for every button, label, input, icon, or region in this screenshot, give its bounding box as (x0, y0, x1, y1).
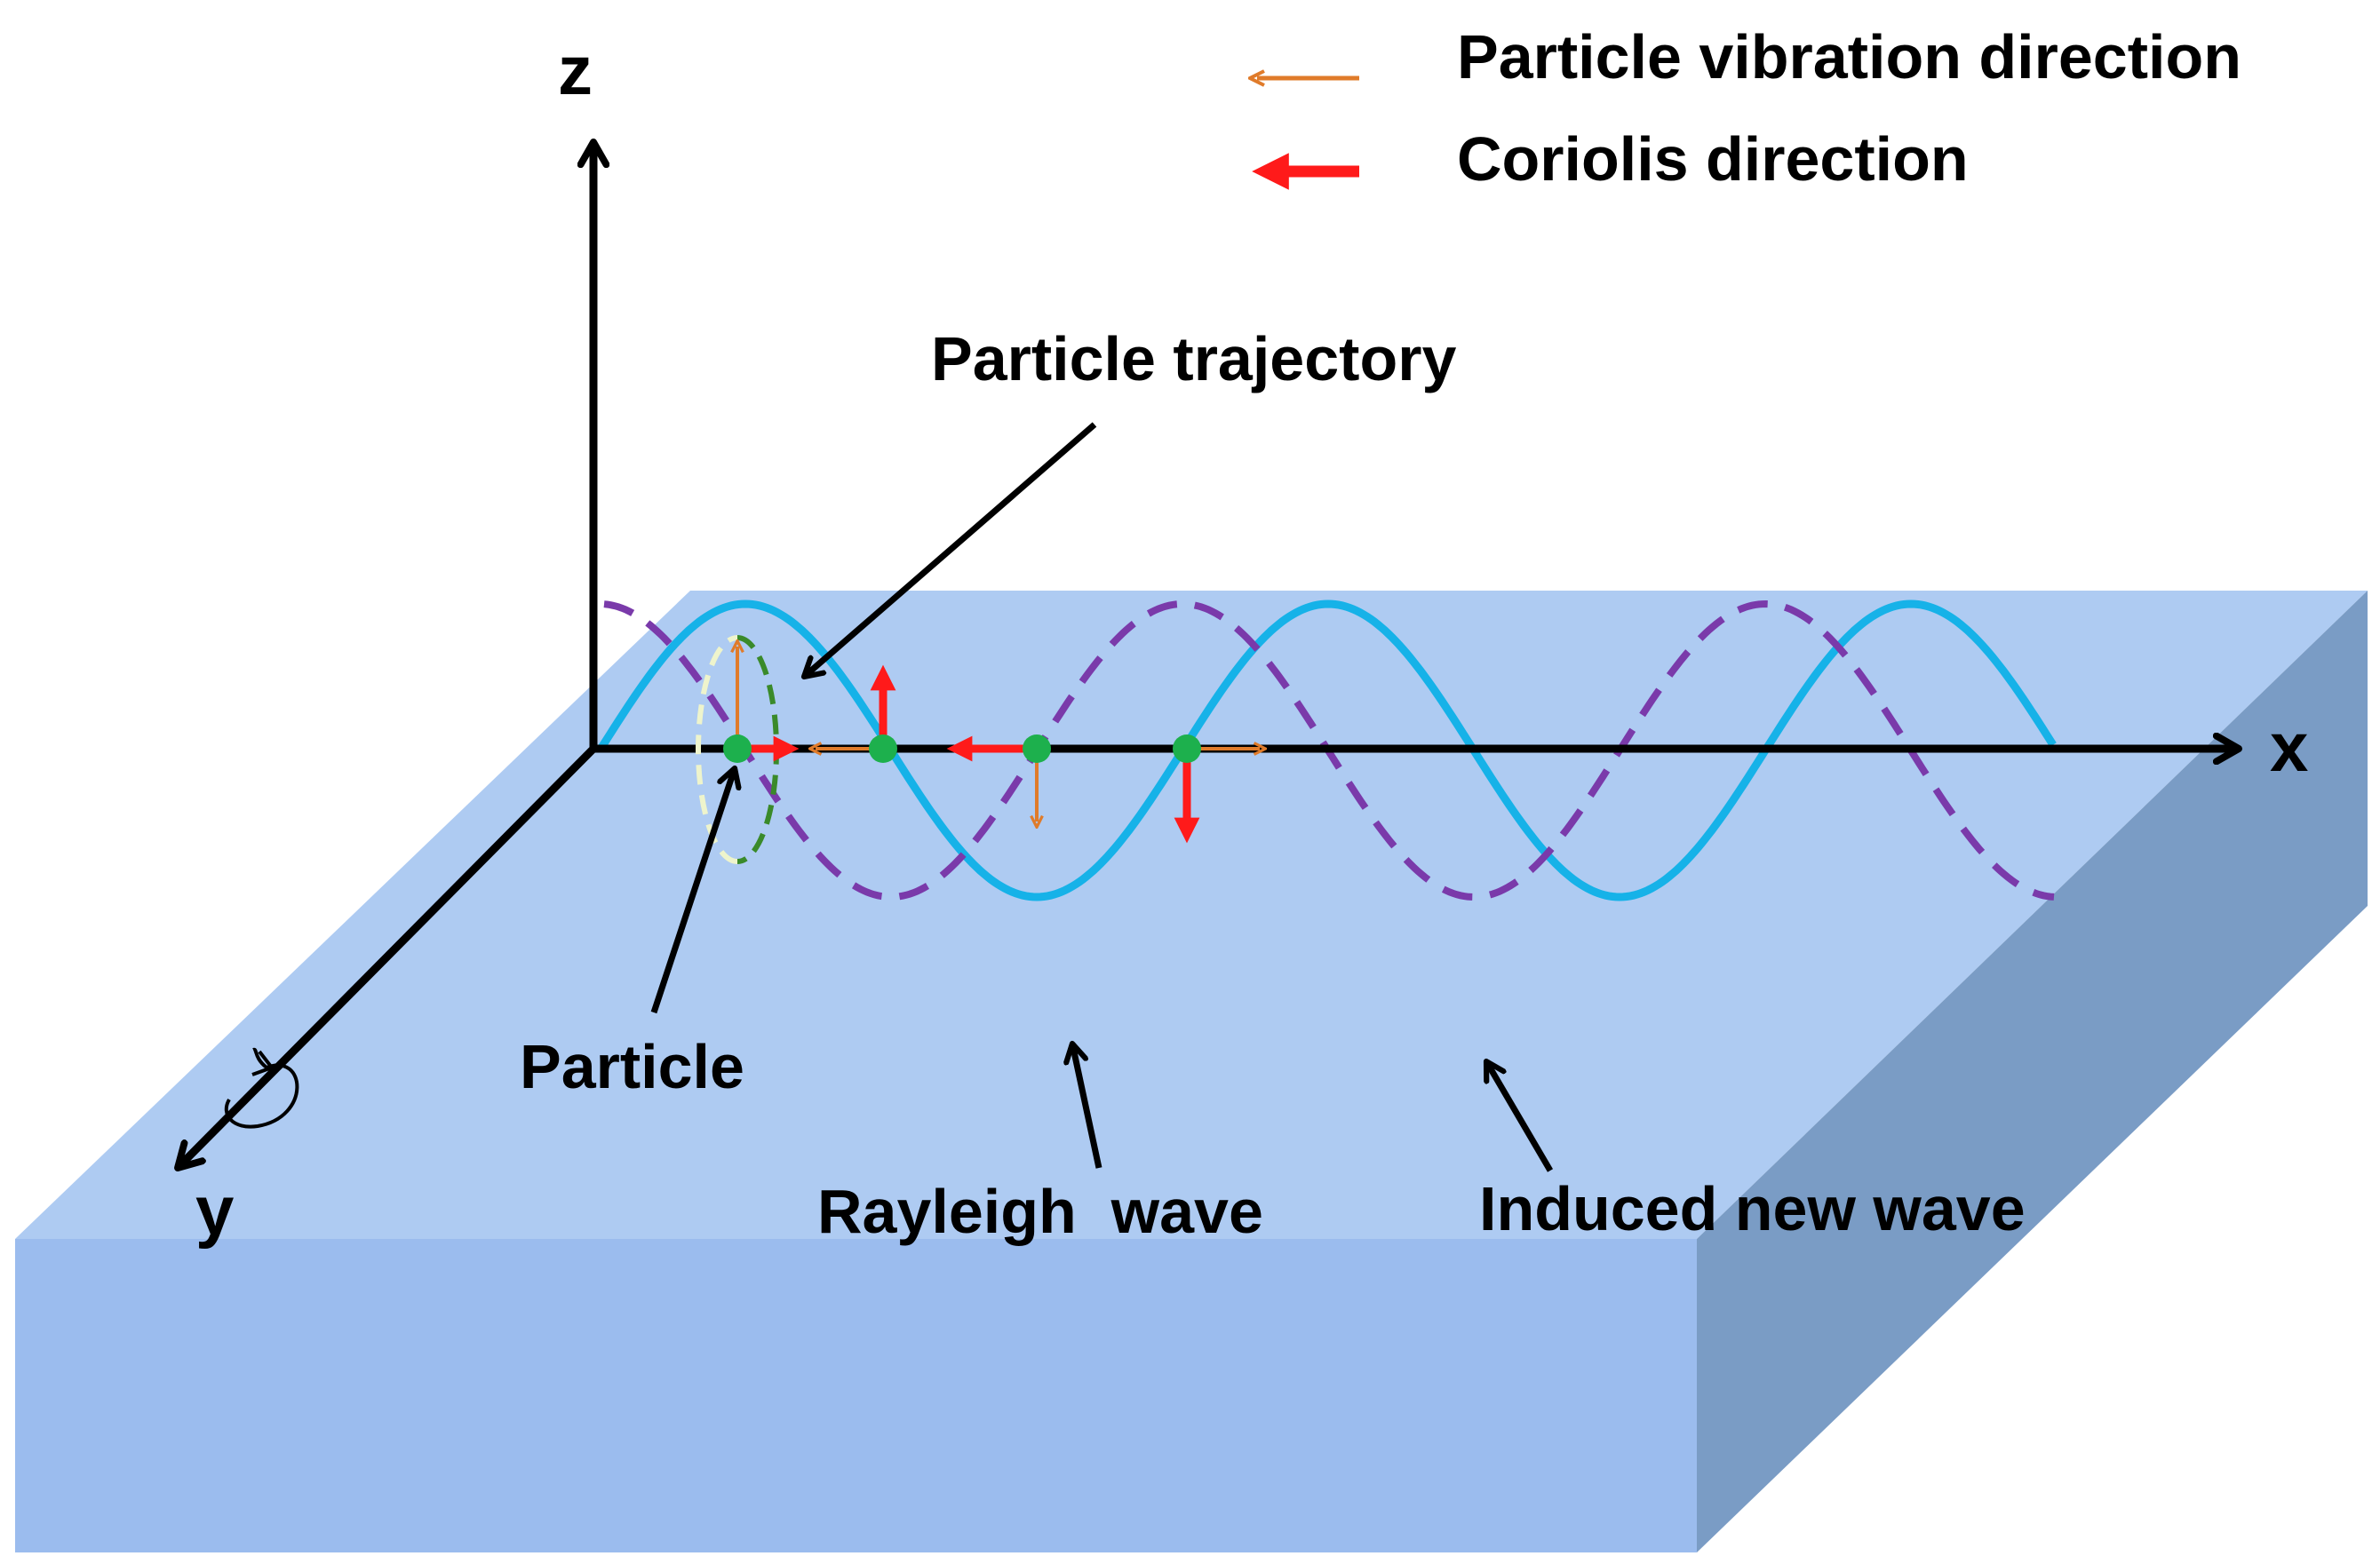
particle-dot (869, 734, 897, 763)
z-axis-label: z (558, 31, 593, 109)
slab-side-face (1697, 591, 2368, 1552)
legend: Particle vibration direction Coriolis di… (1257, 22, 2241, 194)
rayleigh-wave-curve (596, 599, 2057, 901)
particle-dot (1023, 734, 1051, 763)
legend-coriolis-label: Coriolis direction (1457, 124, 1969, 194)
particle-dot (723, 734, 752, 763)
y-axis (178, 745, 597, 1168)
particle-trajectory-label: Particle trajectory (931, 324, 1456, 393)
legend-vibration-label: Particle vibration direction (1457, 22, 2241, 91)
rotation-arrow-icon (224, 1047, 299, 1129)
induced-wave-label: Induced new wave (1479, 1174, 2026, 1243)
y-axis-label: y (195, 1171, 234, 1250)
trajectory-pointer-arrow (804, 422, 1097, 677)
particle-pointer-arrow (650, 768, 735, 1014)
pointer-arrows (650, 422, 1554, 1172)
slab-front-face (15, 1239, 1697, 1552)
particle-dot (1173, 734, 1201, 763)
rayleigh-pointer-arrow (1072, 1044, 1102, 1169)
x-axis-label: x (2270, 708, 2308, 786)
particle-label: Particle (520, 1032, 744, 1101)
particles (723, 734, 1201, 763)
induced-pointer-arrow (1486, 1061, 1554, 1172)
rayleigh-wave-label: Rayleigh wave (817, 1177, 1263, 1246)
